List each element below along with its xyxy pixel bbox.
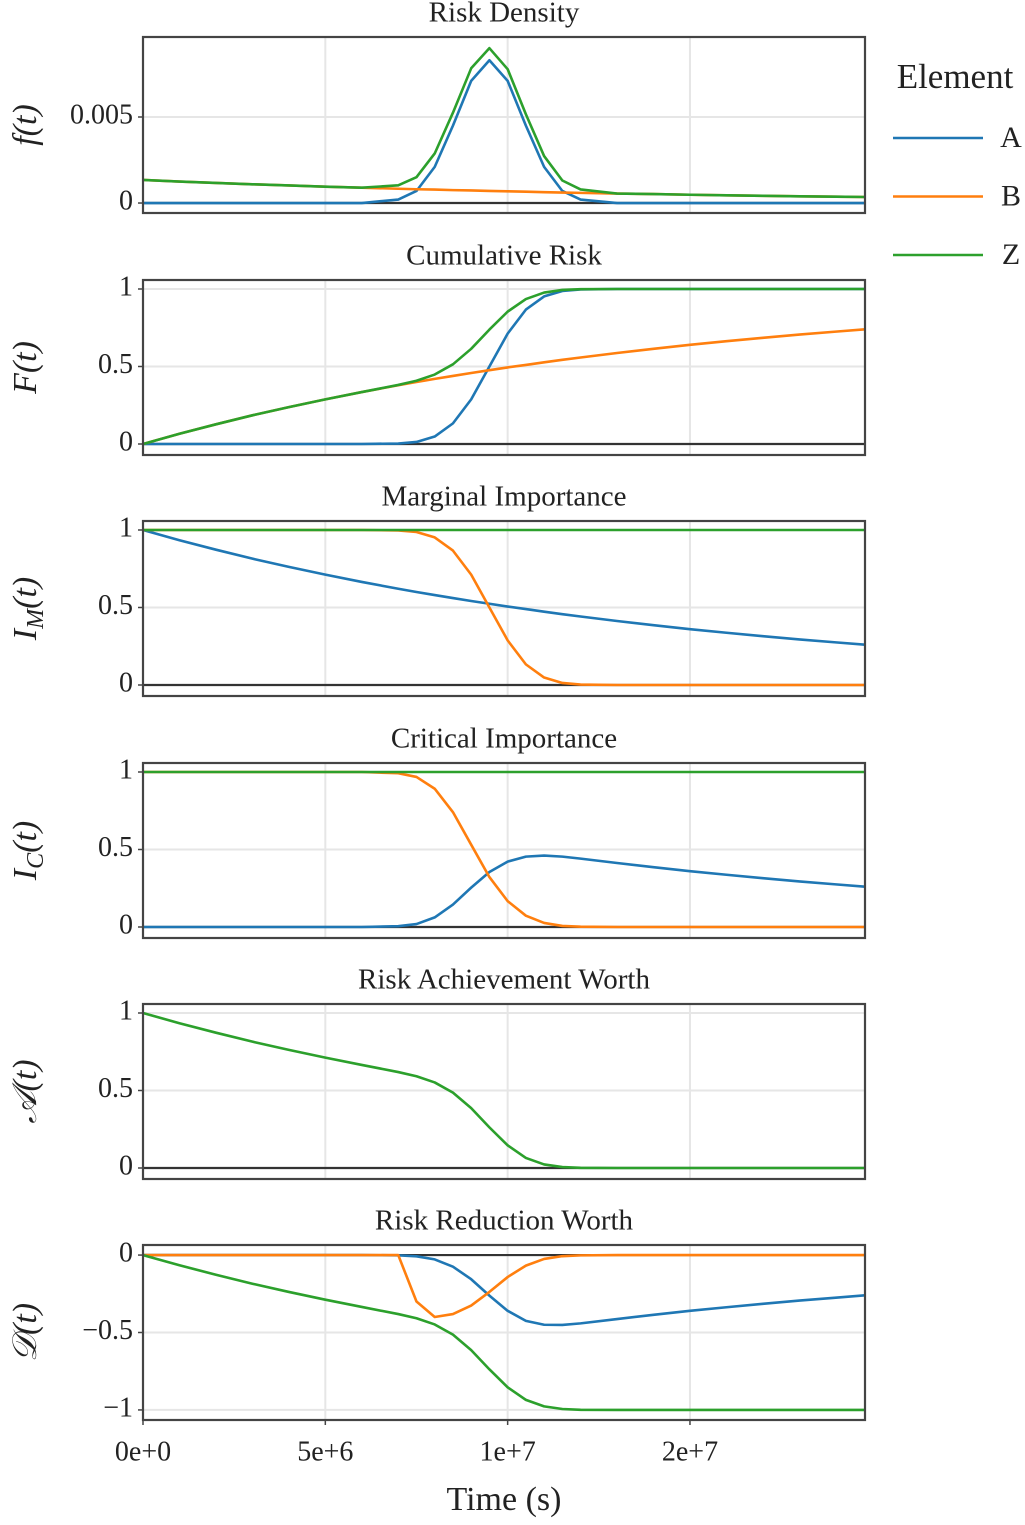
y-tick-label: −1: [103, 1392, 133, 1423]
y-label-part: I: [7, 627, 44, 641]
series-line: [143, 1253, 866, 1327]
y-label-part: 𝒟(t): [7, 1303, 44, 1362]
plot-frame: [141, 519, 867, 698]
y-label-part: F(t): [7, 341, 44, 395]
y-tick-label: 0.5: [98, 590, 133, 621]
plot-frame: [141, 761, 867, 940]
legend-title: Element: [897, 57, 1014, 96]
x-tick-label: 2e+7: [662, 1436, 718, 1467]
chart-title: Marginal Importance: [381, 481, 626, 513]
series-line: [142, 1011, 865, 1170]
y-tick-label: 0.5: [98, 832, 133, 863]
y-label-part: C: [23, 852, 49, 869]
chart-title: Cumulative Risk: [406, 240, 602, 272]
plot-frame: [141, 1002, 867, 1181]
x-tick-label: 0e+0: [115, 1436, 171, 1467]
y-tick-label: 0: [119, 185, 133, 216]
series-line: [142, 1253, 865, 1412]
y-tick-label: 0: [119, 426, 133, 457]
chart-title: Risk Density: [429, 0, 580, 29]
series-line: [142, 46, 866, 199]
series-line: [142, 528, 866, 646]
series-line: [143, 854, 866, 929]
y-axis-label: F(t): [7, 341, 44, 395]
legend-label: Z: [1002, 238, 1020, 271]
plot-frame: [141, 278, 867, 457]
y-tick-label: −0.5: [82, 1315, 133, 1346]
y-tick-label: 1: [119, 512, 133, 543]
y-label-part: M: [23, 607, 49, 630]
y-axis-label: IM(t): [7, 577, 49, 641]
legend-label: B: [1001, 179, 1021, 212]
y-label-part: f(t): [7, 104, 44, 146]
x-axis-label: Time (s): [447, 1481, 562, 1518]
y-tick-label: 0: [119, 909, 133, 940]
y-axis-label: 𝒜(t): [7, 1059, 44, 1123]
series-line: [143, 1253, 865, 1319]
series-line: [142, 327, 866, 446]
y-label-part: (t): [7, 577, 44, 609]
y-label-part: I: [7, 867, 44, 881]
chart-title: Risk Achievement Worth: [358, 964, 650, 996]
y-tick-label: 0: [119, 667, 133, 698]
y-label-part: (t): [7, 821, 44, 853]
y-tick-label: 1: [119, 271, 133, 302]
y-axis-label: IC(t): [7, 821, 49, 881]
x-tick-label: 1e+7: [480, 1436, 536, 1467]
y-tick-label: 0: [119, 1237, 133, 1268]
y-tick-label: 0: [119, 1150, 133, 1181]
plot-frame: [141, 35, 867, 215]
x-tick-label: 5e+6: [297, 1436, 353, 1467]
series-line: [142, 287, 865, 446]
y-tick-label: 0.5: [98, 1073, 133, 1104]
y-label-part: 𝒜(t): [7, 1059, 44, 1123]
series-line: [143, 58, 865, 205]
y-tick-label: 0.005: [70, 99, 133, 130]
y-tick-label: 1: [119, 754, 133, 785]
plot-frame: [141, 1243, 867, 1422]
chart-title: Critical Importance: [391, 723, 617, 755]
y-tick-label: 0.5: [98, 349, 133, 380]
y-axis-label: f(t): [7, 104, 44, 146]
y-axis-label: 𝒟(t): [7, 1303, 44, 1362]
chart-title: Risk Reduction Worth: [375, 1205, 634, 1237]
y-tick-label: 1: [119, 995, 133, 1026]
legend-label: A: [1000, 121, 1022, 154]
